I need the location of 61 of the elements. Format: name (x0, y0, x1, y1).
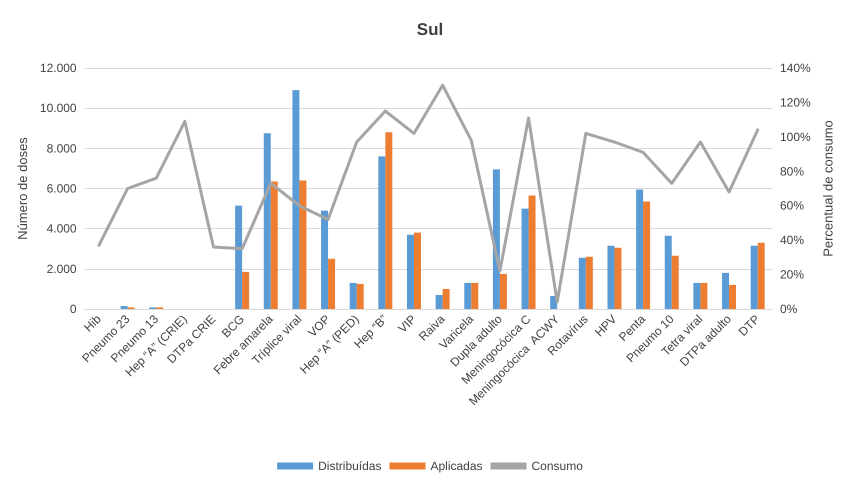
bar (120, 306, 128, 309)
bar (442, 288, 450, 309)
bar (264, 133, 271, 309)
chart-title: Sul (416, 20, 444, 39)
y2-tick-label: 20% (780, 268, 804, 282)
y2-tick-label: 60% (780, 198, 804, 213)
y-tick-label: 6.000 (46, 182, 77, 196)
bar (586, 256, 593, 309)
bar (700, 282, 708, 309)
bar (350, 282, 357, 309)
y-tick-label: 4.000 (46, 222, 77, 236)
bar (636, 190, 644, 309)
y2-tick-label: 120% (780, 95, 812, 110)
bar (722, 272, 730, 309)
bar (528, 196, 536, 309)
y2-tick-label: 140% (780, 61, 812, 75)
bar (436, 294, 443, 309)
y-tick-label: 2.000 (46, 262, 77, 276)
bar (292, 90, 300, 309)
bar (471, 282, 478, 309)
y2-tick-label: 100% (780, 130, 812, 144)
y2-tick-label: 40% (780, 233, 804, 248)
bar (385, 132, 392, 309)
bar (406, 234, 414, 309)
bar (500, 274, 507, 309)
legend-label: Distribuídas (318, 459, 382, 473)
bar (378, 156, 386, 309)
bar (242, 272, 250, 309)
line-series (97, 84, 760, 304)
bar (614, 248, 622, 309)
bar (578, 258, 586, 309)
bar (321, 210, 328, 309)
bar (299, 180, 306, 309)
bar (356, 284, 364, 309)
bar (464, 282, 472, 309)
legend-label: Consumo (532, 459, 584, 473)
bar (664, 236, 672, 309)
y2-tick-label: 0% (780, 302, 798, 316)
x-tick-label: VOP (305, 312, 334, 340)
bar (235, 206, 242, 309)
y-tick-label: 0 (70, 302, 77, 316)
bar (693, 282, 700, 309)
y2-axis-title: Percentual de consumo (820, 120, 836, 257)
bar (750, 246, 758, 309)
y-axis-title: Número de doses (15, 136, 30, 240)
bar (607, 246, 614, 309)
bar (492, 169, 500, 309)
bar (522, 208, 529, 309)
y-tick-label: 10.000 (40, 101, 77, 116)
bar (414, 232, 421, 309)
legend-label: Aplicadas (430, 459, 483, 473)
y2-tick-label: 80% (780, 164, 804, 178)
y-tick-label: 8.000 (46, 141, 77, 156)
bar (729, 284, 736, 309)
bar (643, 202, 650, 309)
bar (328, 258, 336, 309)
bar (758, 242, 765, 309)
bar (672, 256, 679, 309)
x-tick-label: VIP (395, 312, 419, 336)
bar (270, 181, 278, 309)
y-tick-label: 12.000 (40, 61, 77, 75)
